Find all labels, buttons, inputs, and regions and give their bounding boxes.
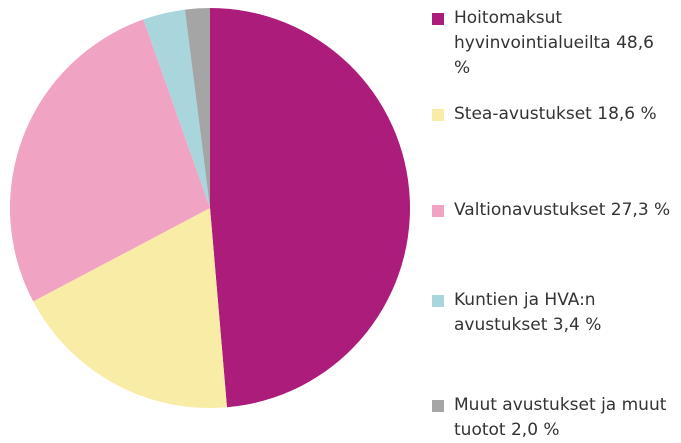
legend-swatch (432, 13, 444, 25)
legend-entry: Stea-avustukset 18,6 % (432, 102, 672, 127)
legend-entry: Hoitomaksut hyvinvointialueilta 48,6 % (432, 6, 672, 81)
legend-text: Muut avustukset ja muut tuotot 2,0 % (454, 393, 672, 443)
legend-swatch (432, 400, 444, 412)
pie-area (10, 8, 411, 408)
legend-value: 2,0 % (510, 420, 560, 440)
legend-value: 27,3 % (610, 200, 671, 220)
legend-text: Kuntien ja HVA:n avustukset 3,4 % (454, 288, 672, 338)
legend-entry: Valtionavustukset 27,3 % (432, 198, 672, 223)
legend-text: Valtionavustukset 27,3 % (454, 198, 672, 223)
legend-value: 18,6 % (597, 104, 657, 124)
legend-value: 3,4 % (552, 315, 602, 335)
legend-value: 48,6 % (454, 33, 654, 78)
legend-text: Stea-avustukset 18,6 % (454, 102, 672, 127)
pie-slice (10, 19, 211, 302)
legend-swatch (432, 109, 444, 121)
legend-entry: Kuntien ja HVA:n avustukset 3,4 % (432, 288, 672, 338)
pie-slice (184, 8, 210, 208)
legend-swatch (432, 205, 444, 217)
legend-swatch (432, 295, 444, 307)
legend-label: Muut avustukset ja muut tuotot (454, 395, 667, 440)
legend-label: Kuntien ja HVA:n avustukset (454, 290, 596, 335)
legend-entry: Muut avustukset ja muut tuotot 2,0 % (432, 393, 672, 443)
legend-label: Stea-avustukset (454, 104, 592, 124)
pie-slice (210, 8, 411, 408)
legend-label: Hoitomaksut hyvinvointialueilta (454, 8, 611, 53)
pie-slice (33, 208, 227, 408)
legend-text: Hoitomaksut hyvinvointialueilta 48,6 % (454, 6, 672, 81)
pie-slice (143, 9, 210, 208)
legend-label: Valtionavustukset (454, 200, 606, 220)
